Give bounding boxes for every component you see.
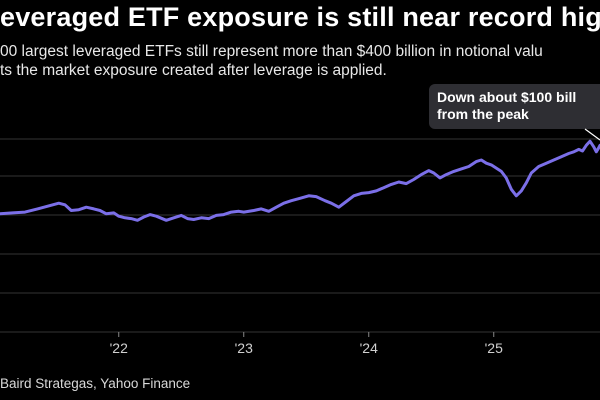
- annotation-line-1: Down about $100 bill: [437, 89, 576, 105]
- series-line-1: [0, 139, 600, 222]
- chart-title: everaged ETF exposure is still near reco…: [0, 2, 600, 32]
- annotation-pointer: [584, 128, 600, 141]
- x-tick-label: '25: [485, 340, 503, 356]
- subtitle-line-2: ts the market exposure created after lev…: [0, 62, 387, 79]
- peak-annotation: Down about $100 bill from the peak: [429, 84, 600, 141]
- annotation-line-2: from the peak: [437, 106, 529, 122]
- subtitle-line-1: 00 largest leveraged ETFs still represen…: [0, 43, 543, 60]
- x-axis-ticks: '22 '23 '24 '25: [110, 332, 503, 356]
- source-note: Baird Strategas, Yahoo Finance: [0, 376, 191, 391]
- gridlines: [0, 138, 600, 333]
- series-group: [0, 139, 600, 222]
- chart-subtitle: 00 largest leveraged ETFs still represen…: [0, 42, 600, 80]
- x-tick-label: '24: [360, 340, 378, 356]
- annotation-box: [429, 84, 600, 129]
- x-tick-label: '22: [110, 340, 128, 356]
- x-tick-label: '23: [235, 340, 253, 356]
